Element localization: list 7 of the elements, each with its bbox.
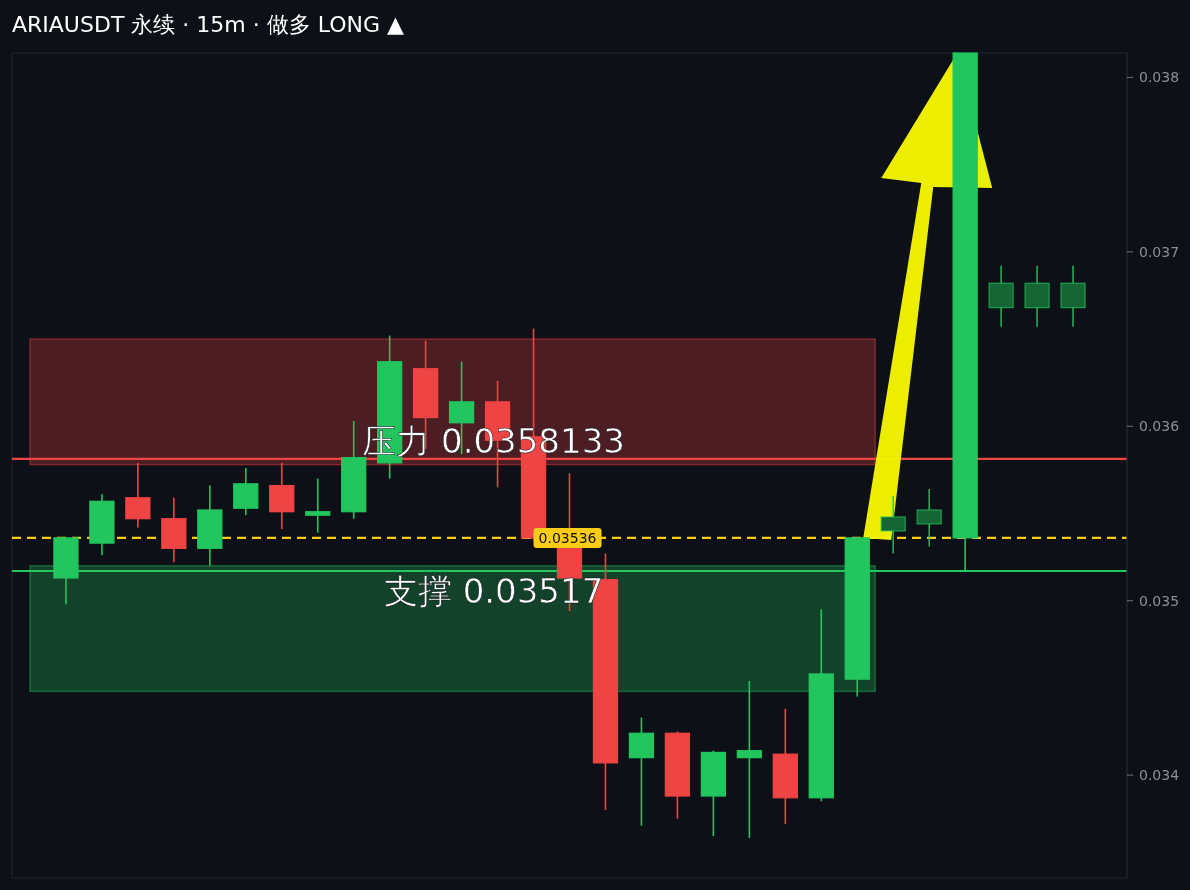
y-tick-label: 0.035	[1139, 592, 1180, 609]
ref-line-label: 0.03536	[538, 529, 597, 546]
chart-title: ARIAUSDT 永续 · 15m · 做多 LONG ▲	[12, 12, 404, 37]
y-tick-label: 0.037	[1139, 243, 1180, 260]
y-tick-label: 0.038	[1139, 69, 1180, 86]
y-tick-label: 0.034	[1139, 767, 1180, 784]
y-tick-label: 0.036	[1139, 418, 1180, 435]
